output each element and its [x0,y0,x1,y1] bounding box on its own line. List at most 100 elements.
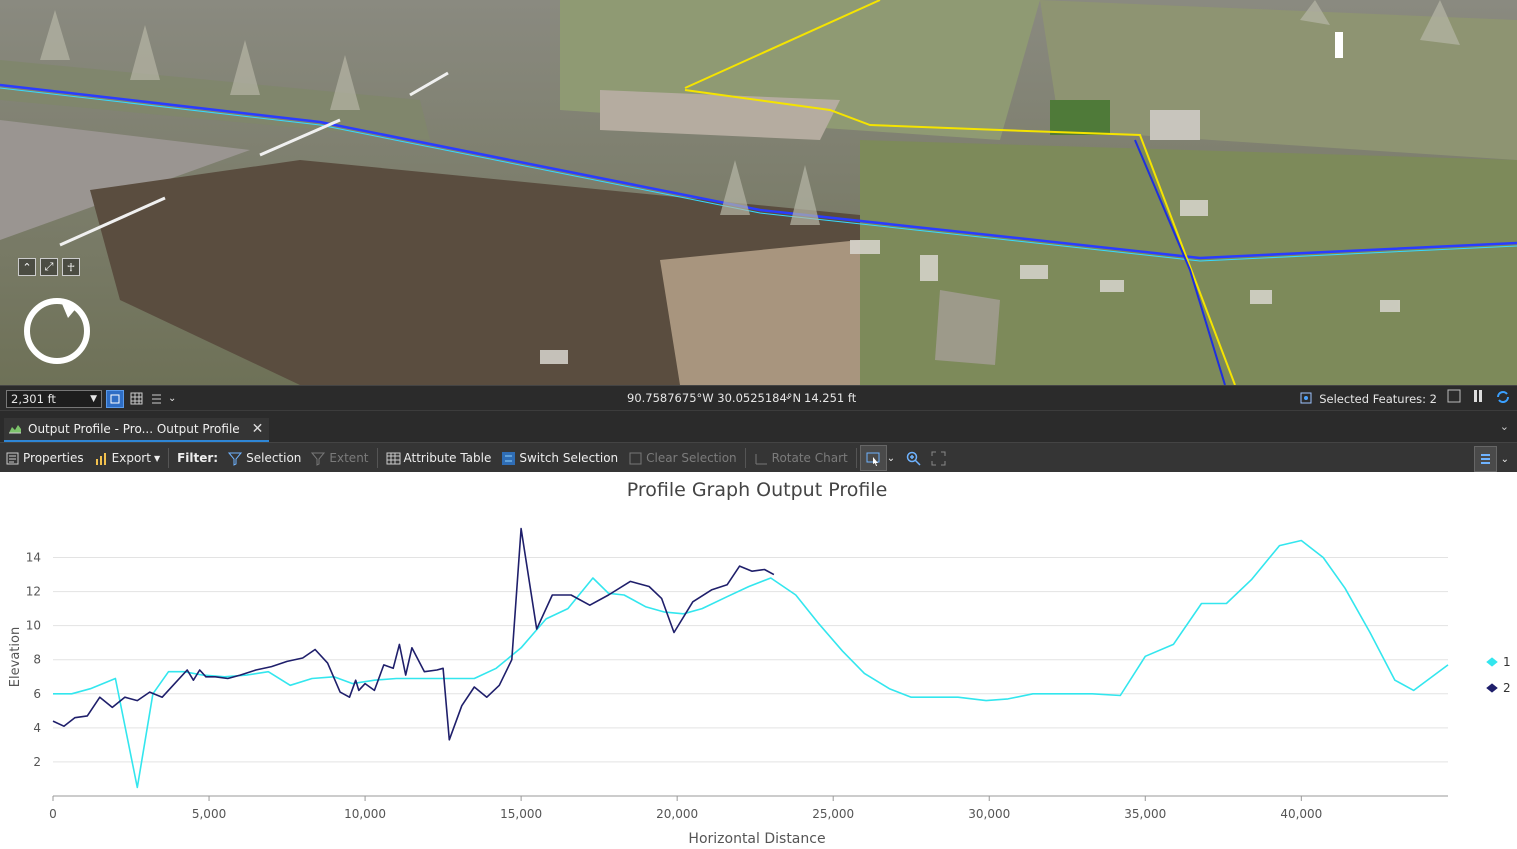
chevron-down-icon[interactable]: ⌄ [1500,453,1509,465]
full-extent-button[interactable] [926,446,951,470]
selected-features-indicator[interactable]: Selected Features: 2 [1300,390,1437,407]
map-status-bar: 2,301 ft ▼ ⌄ 90.7587675°W 30.0525184°N ⌄… [0,385,1517,411]
toolbar-separator [744,448,746,468]
select-tool-icon [866,452,880,466]
y-axis-label: Elevation [8,627,23,687]
switch-selection-icon [502,451,516,465]
clear-selection-button[interactable]: Clear Selection [623,446,742,470]
full-extent-icon [931,451,946,465]
close-icon[interactable]: ✕ [251,421,264,437]
x-tick-label: 25,000 [812,807,854,821]
view-tab-bar: Output Profile - Pro... Output Profile ✕… [0,410,1517,443]
export-icon [95,452,106,465]
export-button[interactable]: Export ▼ [89,446,165,470]
filter-icon [228,452,243,466]
series-line-1 [53,539,1449,789]
rotate-chart-icon [755,453,767,464]
profile-chart: Profile Graph Output Profile 2 4 6 8 10 12 14 0… [0,472,1517,847]
zoom-in-icon [906,451,921,466]
table-icon [386,452,401,464]
series-line-2 [52,527,775,741]
grid-icon[interactable] [128,391,144,407]
clear-selection-label: Clear Selection [646,451,737,465]
profile-chart-svg: Profile Graph Output Profile 24681012140… [8,479,1511,847]
scale-dropdown[interactable]: 2,301 ft ▼ [6,389,102,408]
export-label: Export [111,451,151,465]
correction-icon[interactable] [148,391,164,407]
full-extent-icon[interactable]: ⤢ [40,258,58,276]
pause-icon[interactable] [1471,389,1485,408]
3d-scene-view[interactable]: ⌃ ⤢ ☥ [0,0,1517,385]
filter-label: Filter: [172,446,223,470]
chart-grid [53,557,1448,763]
selection-icon [1300,390,1314,407]
toolbar-separator [376,448,378,468]
y-tick-label: 6 [33,687,41,701]
refresh-toggle-icon[interactable] [1447,389,1461,408]
chart-legend: 12 [1486,655,1511,695]
toolbar-separator [855,448,857,468]
chevron-down-icon[interactable]: ⌄ [886,452,896,464]
navigator-rotate-icon[interactable] [20,296,94,366]
y-tick-label: 12 [26,585,41,599]
select-tool-button[interactable] [859,445,887,471]
chart-series [52,527,1449,789]
x-tick-label: 0 [49,807,57,821]
selected-features-label: Selected Features: 2 [1319,391,1437,406]
tab-output-profile[interactable]: Output Profile - Pro... Output Profile ✕ [4,418,270,442]
refresh-icon[interactable] [1495,389,1511,408]
attribute-table-label: Attribute Table [403,451,492,465]
switch-selection-button[interactable]: Switch Selection [496,446,623,470]
coordinates-readout: 90.7587675°W 30.0525184°N [627,391,802,405]
aerial-imagery [0,0,1517,385]
extent-label: Extent [329,451,369,465]
legend-toggle-button[interactable] [1473,446,1497,472]
properties-icon [6,452,19,464]
scale-value: 2,301 ft [11,391,56,406]
chart-icon [8,422,22,437]
chevron-down-icon: ▼ [90,393,97,404]
switch-selection-label: Switch Selection [519,451,619,465]
snapping-icon[interactable] [106,389,124,408]
filter-label-text: Filter: [177,451,219,465]
chart-toolbar: Properties Export ▼ Filter: Selection Ex… [0,442,1517,473]
chevron-down-icon[interactable]: ⌄ [168,393,177,404]
y-tick-label: 2 [33,755,41,769]
legend-label-1: 1 [1503,655,1511,669]
x-tick-label: 20,000 [656,807,698,821]
legend-marker-2 [1486,683,1498,693]
filter-selection-button[interactable]: Selection [223,446,306,470]
legend-marker-1 [1486,657,1498,667]
x-tick-label: 35,000 [1124,807,1166,821]
rotate-chart-label: Rotate Chart [771,451,848,465]
x-axis-label: Horizontal Distance [688,831,825,846]
legend-icon [1480,453,1490,464]
selection-label: Selection [246,451,302,465]
properties-label: Properties [23,451,84,465]
attribute-table-button[interactable]: Attribute Table [381,446,497,470]
chart-title: Profile Graph Output Profile [627,479,888,501]
elevation-readout: 14.251 ft [804,391,857,405]
chart-axes: 2 4 6 8 10 12 14 0 5,000 10,000 15,000 20,000 25,000… [26,551,1448,821]
walk-mode-icon[interactable]: ☥ [62,258,80,276]
chevron-down-icon[interactable]: ⌄ [1499,420,1509,433]
y-tick-label: 10 [26,619,41,633]
x-tick-label: 10,000 [344,807,386,821]
tab-title: Output Profile - Pro... Output Profile [28,422,240,436]
x-tick-label: 5,000 [192,807,226,821]
chevron-up-icon[interactable]: ⌃ [18,258,36,276]
zoom-in-button[interactable] [901,446,926,470]
filter-extent-icon [311,452,326,466]
clear-selection-icon [629,452,642,464]
x-tick-label: 30,000 [968,807,1010,821]
toolbar-separator [168,448,170,468]
filter-extent-button[interactable]: Extent [306,446,373,470]
x-tick-label: 15,000 [500,807,542,821]
coordinate-format-chevron-icon[interactable]: ⌄ [784,391,793,402]
chevron-down-icon: ▼ [153,453,161,463]
rotate-chart-button[interactable]: Rotate Chart [749,446,853,470]
legend-label-2: 2 [1503,681,1511,695]
y-tick-label: 8 [33,653,41,667]
navigation-controls: ⌃ ⤢ ☥ [18,258,80,276]
properties-button[interactable]: Properties [0,446,89,470]
